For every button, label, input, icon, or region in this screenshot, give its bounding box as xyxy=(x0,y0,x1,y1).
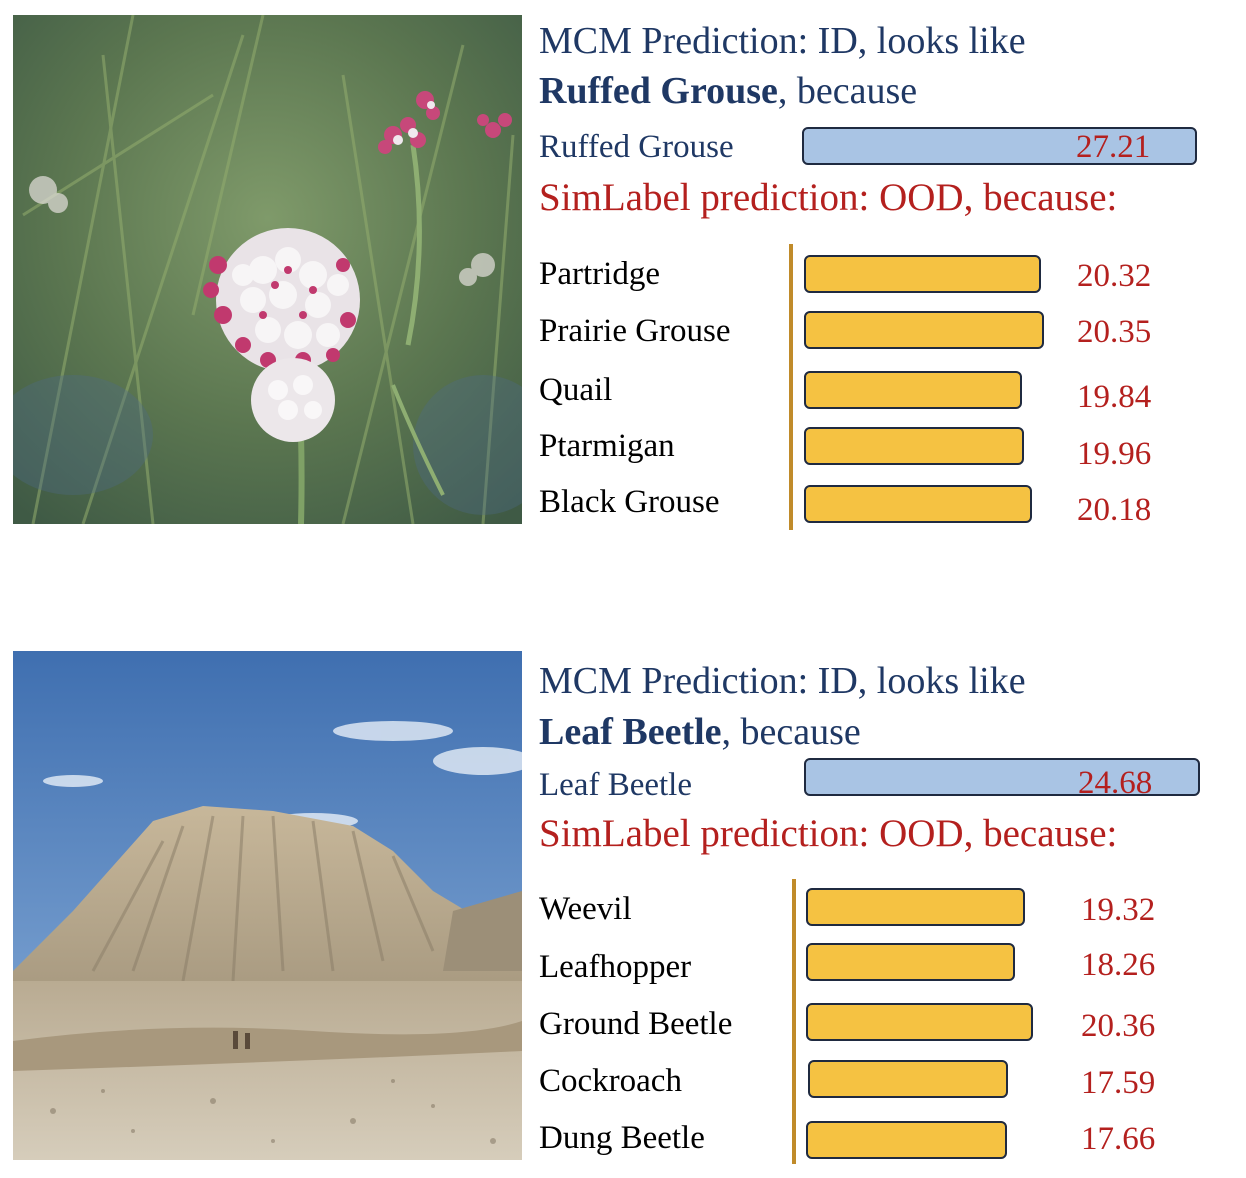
mcm-prediction-line-1: MCM Prediction: ID, looks like xyxy=(539,662,1026,700)
similar-label: Dung Beetle xyxy=(539,1120,705,1156)
similarity-bar xyxy=(806,1003,1033,1041)
top-class-score: 27.21 xyxy=(1076,129,1151,165)
flower-image-icon xyxy=(13,15,522,524)
similar-label: Quail xyxy=(539,372,613,408)
mcm-predicted-class: Ruffed Grouse xyxy=(539,70,778,112)
similar-label: Cockroach xyxy=(539,1063,682,1099)
mcm-suffix: , because xyxy=(777,70,918,112)
mcm-prediction-line-2: Ruffed Grouse, because xyxy=(539,72,917,110)
similarity-score: 20.36 xyxy=(1081,1008,1156,1044)
similarity-bar xyxy=(806,943,1015,981)
flower-photo xyxy=(13,15,522,524)
top-class-bar xyxy=(804,758,1200,796)
similarity-score: 20.35 xyxy=(1077,314,1152,350)
similarity-score: 19.32 xyxy=(1081,892,1156,928)
similarity-bar xyxy=(806,888,1025,926)
similarity-bar xyxy=(804,311,1044,349)
top-class-label: Ruffed Grouse xyxy=(539,129,734,165)
similarity-score: 18.26 xyxy=(1081,947,1156,983)
mcm-predicted-class: Leaf Beetle xyxy=(539,711,722,753)
bar-axis-line xyxy=(792,879,796,1164)
similarity-score: 20.18 xyxy=(1077,492,1152,528)
similar-label: Ground Beetle xyxy=(539,1006,733,1042)
mcm-prefix: MCM Prediction: ID, looks like xyxy=(539,20,1026,62)
example-panel-1: MCM Prediction: ID, looks like Ruffed Gr… xyxy=(0,0,1246,560)
bar-axis-line xyxy=(789,244,793,530)
desert-photo xyxy=(13,651,522,1160)
mcm-prediction-line-2: Leaf Beetle, because xyxy=(539,713,861,751)
similar-label: Ptarmigan xyxy=(539,428,675,464)
similar-label: Leafhopper xyxy=(539,949,692,985)
desert-image-icon xyxy=(13,651,522,1160)
similar-label: Partridge xyxy=(539,256,660,292)
similar-label: Prairie Grouse xyxy=(539,313,731,349)
similar-label: Weevil xyxy=(539,891,632,927)
top-class-label: Leaf Beetle xyxy=(539,767,692,803)
similarity-score: 20.32 xyxy=(1077,258,1152,294)
similarity-bar xyxy=(804,371,1022,409)
example-panel-2: MCM Prediction: ID, looks like Leaf Beet… xyxy=(0,636,1246,1178)
similarity-bar xyxy=(806,1121,1007,1159)
similar-label: Black Grouse xyxy=(539,484,720,520)
top-class-bar xyxy=(802,127,1197,165)
similarity-score: 19.84 xyxy=(1077,379,1152,415)
simlabel-prediction: SimLabel prediction: OOD, because: xyxy=(539,176,1118,219)
mcm-prediction-line-1: MCM Prediction: ID, looks like xyxy=(539,22,1026,60)
similarity-score: 17.59 xyxy=(1081,1065,1156,1101)
mcm-suffix: , because xyxy=(721,711,861,753)
similarity-bar xyxy=(804,255,1041,293)
simlabel-prediction: SimLabel prediction: OOD, because: xyxy=(539,812,1118,855)
similarity-score: 17.66 xyxy=(1081,1121,1156,1157)
similarity-bar xyxy=(804,485,1032,523)
similarity-score: 19.96 xyxy=(1077,436,1152,472)
top-class-score: 24.68 xyxy=(1078,765,1153,801)
similarity-bar xyxy=(808,1060,1008,1098)
similarity-bar xyxy=(804,427,1024,465)
mcm-prefix: MCM Prediction: ID, looks like xyxy=(539,660,1026,702)
